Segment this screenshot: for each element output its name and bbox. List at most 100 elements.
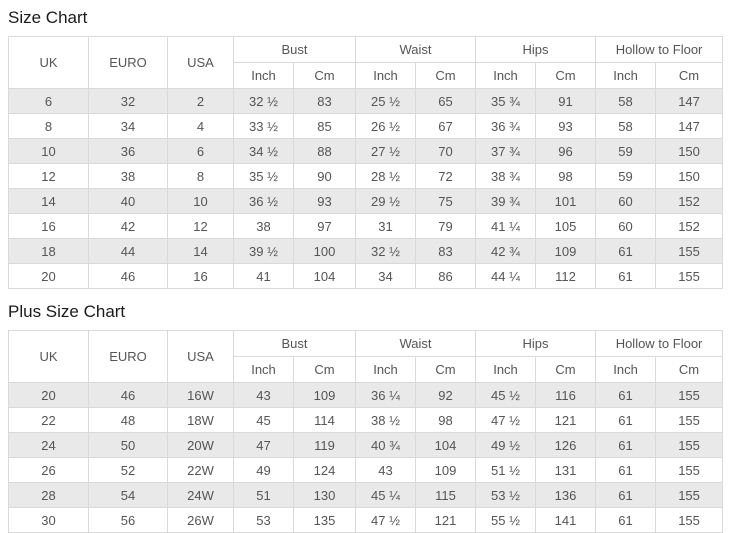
table-row: 18 44 14 39 ½ 100 32 ½ 83 42 ¾ 109 61 155: [8, 238, 724, 264]
table-cell: 109: [415, 457, 477, 483]
table-row: 28 54 24W 51 130 45 ¼ 115 53 ½ 136 61 155: [8, 482, 724, 508]
table-cell: 97: [292, 213, 357, 239]
table-cell: 27 ½: [355, 138, 417, 164]
table-cell: 101: [535, 188, 597, 214]
table-cell: 50: [88, 432, 168, 458]
table-cell: 34 ½: [233, 138, 294, 164]
table-cell: 48: [88, 407, 168, 433]
table-cell: 83: [415, 238, 477, 264]
table-cell: 67: [415, 113, 477, 139]
table-cell: 8: [167, 163, 234, 189]
table-row: 26 52 22W 49 124 43 109 51 ½ 131 61 155: [8, 457, 724, 483]
table-cell: 38 ½: [355, 407, 417, 433]
column-header-uk: UK: [8, 330, 89, 383]
table-cell: 30: [8, 507, 89, 533]
size-chart-title: Size Chart: [8, 8, 88, 27]
table-row: 8 34 4 33 ½ 85 26 ½ 67 36 ¾ 93 58 147: [8, 113, 724, 139]
table-cell: 152: [655, 188, 724, 214]
table-cell: 155: [655, 238, 724, 264]
table-cell: 45: [233, 407, 294, 433]
table-cell: 34: [355, 263, 417, 289]
subheader-bust-cm: Cm: [292, 62, 357, 89]
table-cell: 147: [655, 88, 724, 114]
table-cell: 85: [292, 113, 357, 139]
table-cell: 46: [88, 382, 168, 408]
subheader-hips-cm: Cm: [535, 62, 597, 89]
table-cell: 4: [167, 113, 234, 139]
group-header-waist: Waist: [355, 36, 477, 63]
table-cell: 88: [292, 138, 357, 164]
table-cell: 93: [292, 188, 357, 214]
table-cell: 20: [8, 263, 89, 289]
table-cell: 20: [8, 382, 89, 408]
table-cell: 47: [233, 432, 294, 458]
table-cell: 52: [88, 457, 168, 483]
column-header-euro: EURO: [88, 36, 168, 89]
table-cell: 45 ½: [475, 382, 537, 408]
table-cell: 61: [595, 238, 657, 264]
subheader-hips-cm: Cm: [535, 356, 597, 383]
table-cell: 16: [167, 263, 234, 289]
table-cell: 43: [233, 382, 294, 408]
subheader-bust-cm: Cm: [292, 356, 357, 383]
table-cell: 105: [535, 213, 597, 239]
column-header-usa: USA: [167, 330, 234, 383]
table-cell: 51: [233, 482, 294, 508]
table-cell: 119: [292, 432, 357, 458]
group-header-hollow-to-floor: Hollow to Floor: [595, 330, 724, 357]
table-cell: 41: [233, 263, 294, 289]
table-cell: 2: [167, 88, 234, 114]
table-cell: 24W: [167, 482, 234, 508]
table-cell: 155: [655, 482, 724, 508]
table-cell: 38: [88, 163, 168, 189]
table-cell: 155: [655, 382, 724, 408]
subheader-hollow-to-floor-inch: Inch: [595, 62, 657, 89]
table-cell: 61: [595, 482, 657, 508]
subheader-hollow-to-floor-cm: Cm: [655, 62, 724, 89]
table-row: 14 40 10 36 ½ 93 29 ½ 75 39 ¾ 101 60 152: [8, 188, 724, 214]
table-cell: 152: [655, 213, 724, 239]
subheader-hollow-to-floor-cm: Cm: [655, 356, 724, 383]
table-cell: 46: [88, 263, 168, 289]
table-cell: 60: [595, 213, 657, 239]
subheader-waist-cm: Cm: [415, 356, 477, 383]
table-cell: 26W: [167, 507, 234, 533]
table-cell: 40 ¾: [355, 432, 417, 458]
table-cell: 61: [595, 457, 657, 483]
table-cell: 38: [233, 213, 294, 239]
table-cell: 14: [167, 238, 234, 264]
table-cell: 98: [535, 163, 597, 189]
header-row-units: Inch Cm Inch Cm Inch Cm Inch Cm: [9, 356, 724, 383]
table-cell: 34: [88, 113, 168, 139]
table-cell: 60: [595, 188, 657, 214]
table-cell: 59: [595, 138, 657, 164]
size-chart-table: UK EURO USA Bust Waist Hips Hollow to Floor Inc…: [8, 36, 724, 289]
subheader-hollow-to-floor-inch: Inch: [595, 356, 657, 383]
table-cell: 104: [415, 432, 477, 458]
table-cell: 59: [595, 163, 657, 189]
table-cell: 24: [8, 432, 89, 458]
table-cell: 115: [415, 482, 477, 508]
table-cell: 38 ¾: [475, 163, 537, 189]
table-cell: 58: [595, 113, 657, 139]
table-cell: 44: [88, 238, 168, 264]
table-cell: 136: [535, 482, 597, 508]
table-cell: 22: [8, 407, 89, 433]
table-cell: 10: [8, 138, 89, 164]
table-cell: 10: [167, 188, 234, 214]
table-cell: 43: [355, 457, 417, 483]
table-cell: 91: [535, 88, 597, 114]
table-cell: 109: [535, 238, 597, 264]
table-cell: 37 ¾: [475, 138, 537, 164]
table-cell: 75: [415, 188, 477, 214]
table-cell: 150: [655, 163, 724, 189]
table-cell: 39 ¾: [475, 188, 537, 214]
table-cell: 31: [355, 213, 417, 239]
table-cell: 16: [8, 213, 89, 239]
table-cell: 20W: [167, 432, 234, 458]
table-cell: 36 ¼: [355, 382, 417, 408]
table-cell: 124: [292, 457, 357, 483]
table-cell: 83: [292, 88, 357, 114]
table-cell: 36: [88, 138, 168, 164]
